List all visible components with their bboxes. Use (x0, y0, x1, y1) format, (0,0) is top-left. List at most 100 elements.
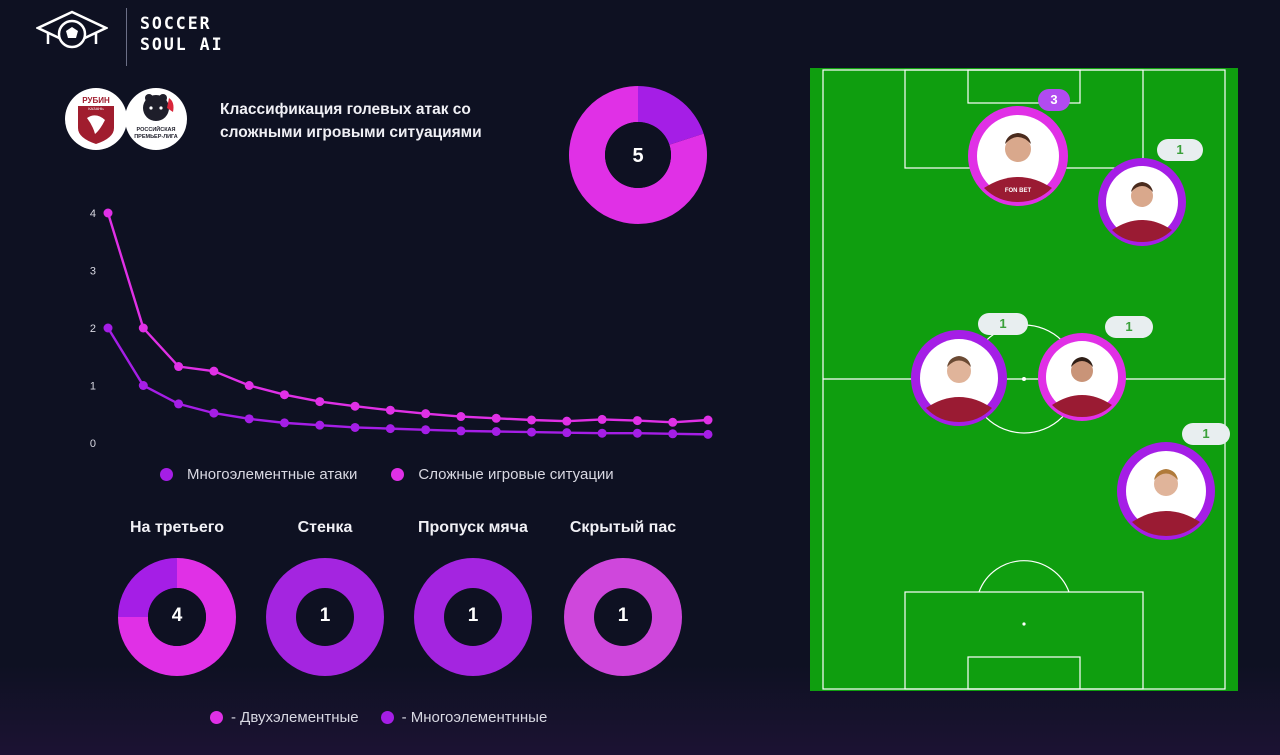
legend-label-multi: Многоэлементные атаки (187, 466, 358, 483)
category-label-wall: Стенка (297, 519, 353, 536)
total-attacks-donut (569, 86, 707, 224)
series-1-point-0 (103, 208, 113, 218)
soccer-soul-logo-icon (36, 10, 108, 49)
y-tick-label-1: 1 (90, 381, 96, 393)
legend-label-double: - Двухэлементные (231, 709, 359, 726)
rpl-league-logo-icon: РОССИЙСКАЯ ПРЕМЬЕР-ЛИГА (125, 88, 187, 150)
donut-hole (296, 588, 354, 646)
series-0-point-15 (632, 428, 642, 438)
series-0-point-13 (562, 428, 572, 438)
series-1-point-14 (597, 414, 607, 424)
series-0-point-4 (244, 414, 254, 424)
series-1-point-2 (174, 362, 184, 372)
series-0-point-1 (138, 381, 148, 390)
series-1-point-1 (138, 323, 148, 333)
line-chart-legend: Многоэлементные атаки Сложные игровые си… (160, 466, 614, 483)
player-3[interactable] (909, 328, 1009, 428)
series-0-point-9 (421, 425, 431, 435)
y-tick-label-2: 2 (90, 323, 96, 335)
player-5[interactable] (1115, 440, 1217, 542)
donut-hole (148, 588, 206, 646)
series-1-point-12 (527, 415, 537, 425)
category-label-dummy: Пропуск мяча (418, 519, 528, 536)
category-label-third: На третьего (130, 519, 224, 536)
series-0-point-10 (456, 426, 466, 436)
category-value-dummy: 1 (467, 605, 479, 626)
series-0-point-5 (279, 418, 289, 428)
brand-line-1: SOCCER (140, 14, 212, 33)
donut-segment-multi (118, 558, 177, 617)
donut-hole (444, 588, 502, 646)
donut-hole (605, 122, 671, 188)
player-4-badge: 1 (1105, 316, 1153, 338)
player-5-badge: 1 (1182, 423, 1230, 445)
player-photo-icon (911, 330, 1007, 426)
legend-label-multi-type: - Многоэлементнные (401, 709, 548, 726)
category-donut-wall (266, 558, 384, 676)
series-0-point-6 (315, 420, 325, 430)
legend-label-complex: Сложные игровые ситуации (418, 466, 614, 483)
series-1-point-9 (421, 409, 431, 419)
series-1-point-17 (703, 415, 713, 425)
attack-type-legend: - Двухэлементные - Многоэлементнные (210, 709, 547, 726)
donut-segment-double (569, 86, 707, 224)
player-1[interactable]: FON BET (966, 104, 1070, 208)
brand-line-2: SOUL AI (140, 35, 224, 54)
player-4[interactable] (1036, 331, 1128, 423)
series-line-0 (106, 327, 709, 436)
player-3-badge: 1 (978, 313, 1028, 335)
player-1-badge: 3 (1038, 89, 1070, 111)
legend-double: - Двухэлементные (210, 709, 359, 726)
brand-name: SOCCER SOUL AI (140, 13, 224, 55)
league-name-line-1: РОССИЙСКАЯ (137, 125, 176, 133)
shirt-sponsor: FON BET (1005, 188, 1032, 194)
series-1-point-5 (279, 390, 289, 400)
total-attacks-value: 5 (632, 145, 644, 167)
series-0-point-8 (385, 424, 395, 434)
series-0-point-14 (597, 428, 607, 438)
category-label-hidden-pass: Скрытый пас (569, 519, 677, 536)
club-name: РУБИН (82, 96, 110, 105)
donut-hole (594, 588, 652, 646)
series-1-point-7 (350, 401, 360, 411)
category-donut-hidden-pass (564, 558, 682, 676)
series-1-point-3 (209, 366, 219, 376)
series-1-point-10 (456, 412, 466, 422)
player-2[interactable] (1096, 156, 1188, 248)
series-0-point-2 (174, 399, 184, 409)
attacks-line-chart: 0 1 2 3 4 (90, 208, 713, 450)
football-pitch: FON BET 3 1 1 1 (810, 68, 1238, 691)
series-0 (103, 323, 713, 439)
donut-segment-multi (638, 86, 704, 145)
player-photo-icon: FON BET (968, 106, 1068, 206)
rubin-club-logo-icon: РУБИН КАЗАНЬ (65, 88, 127, 150)
legend-complex-situations: Сложные игровые ситуации (391, 466, 614, 483)
player-photo-icon (1098, 158, 1186, 246)
series-1-point-6 (315, 397, 325, 407)
legend-dot-multi (160, 468, 173, 481)
series-1-point-16 (668, 417, 678, 427)
series-0-point-3 (209, 408, 219, 418)
y-tick-label-3: 3 (90, 266, 96, 278)
series-1-point-15 (632, 416, 642, 426)
series-0-point-0 (103, 323, 113, 333)
brand-divider (126, 8, 127, 66)
y-tick-label-0: 0 (90, 438, 96, 450)
club-city: КАЗАНЬ (88, 106, 104, 111)
category-donut-third (118, 558, 236, 676)
series-0-point-17 (703, 429, 713, 439)
category-value-hidden-pass: 1 (617, 605, 629, 626)
series-0-point-16 (668, 429, 678, 439)
chart-title: Классификация голевых атак со сложными и… (220, 101, 482, 141)
series-0-point-7 (350, 422, 360, 432)
player-photo-icon (1117, 442, 1215, 540)
series-line-1 (106, 212, 709, 424)
category-donut-dummy (414, 558, 532, 676)
series-1-point-8 (385, 405, 395, 415)
legend-multi: - Многоэлементнные (380, 709, 548, 726)
legend-dot-multi-type (380, 711, 394, 724)
legend-dot-complex (391, 468, 405, 481)
series-1-point-11 (491, 413, 501, 423)
league-name-line-2: ПРЕМЬЕР-ЛИГА (134, 134, 178, 140)
donut-segment-double (118, 558, 236, 676)
